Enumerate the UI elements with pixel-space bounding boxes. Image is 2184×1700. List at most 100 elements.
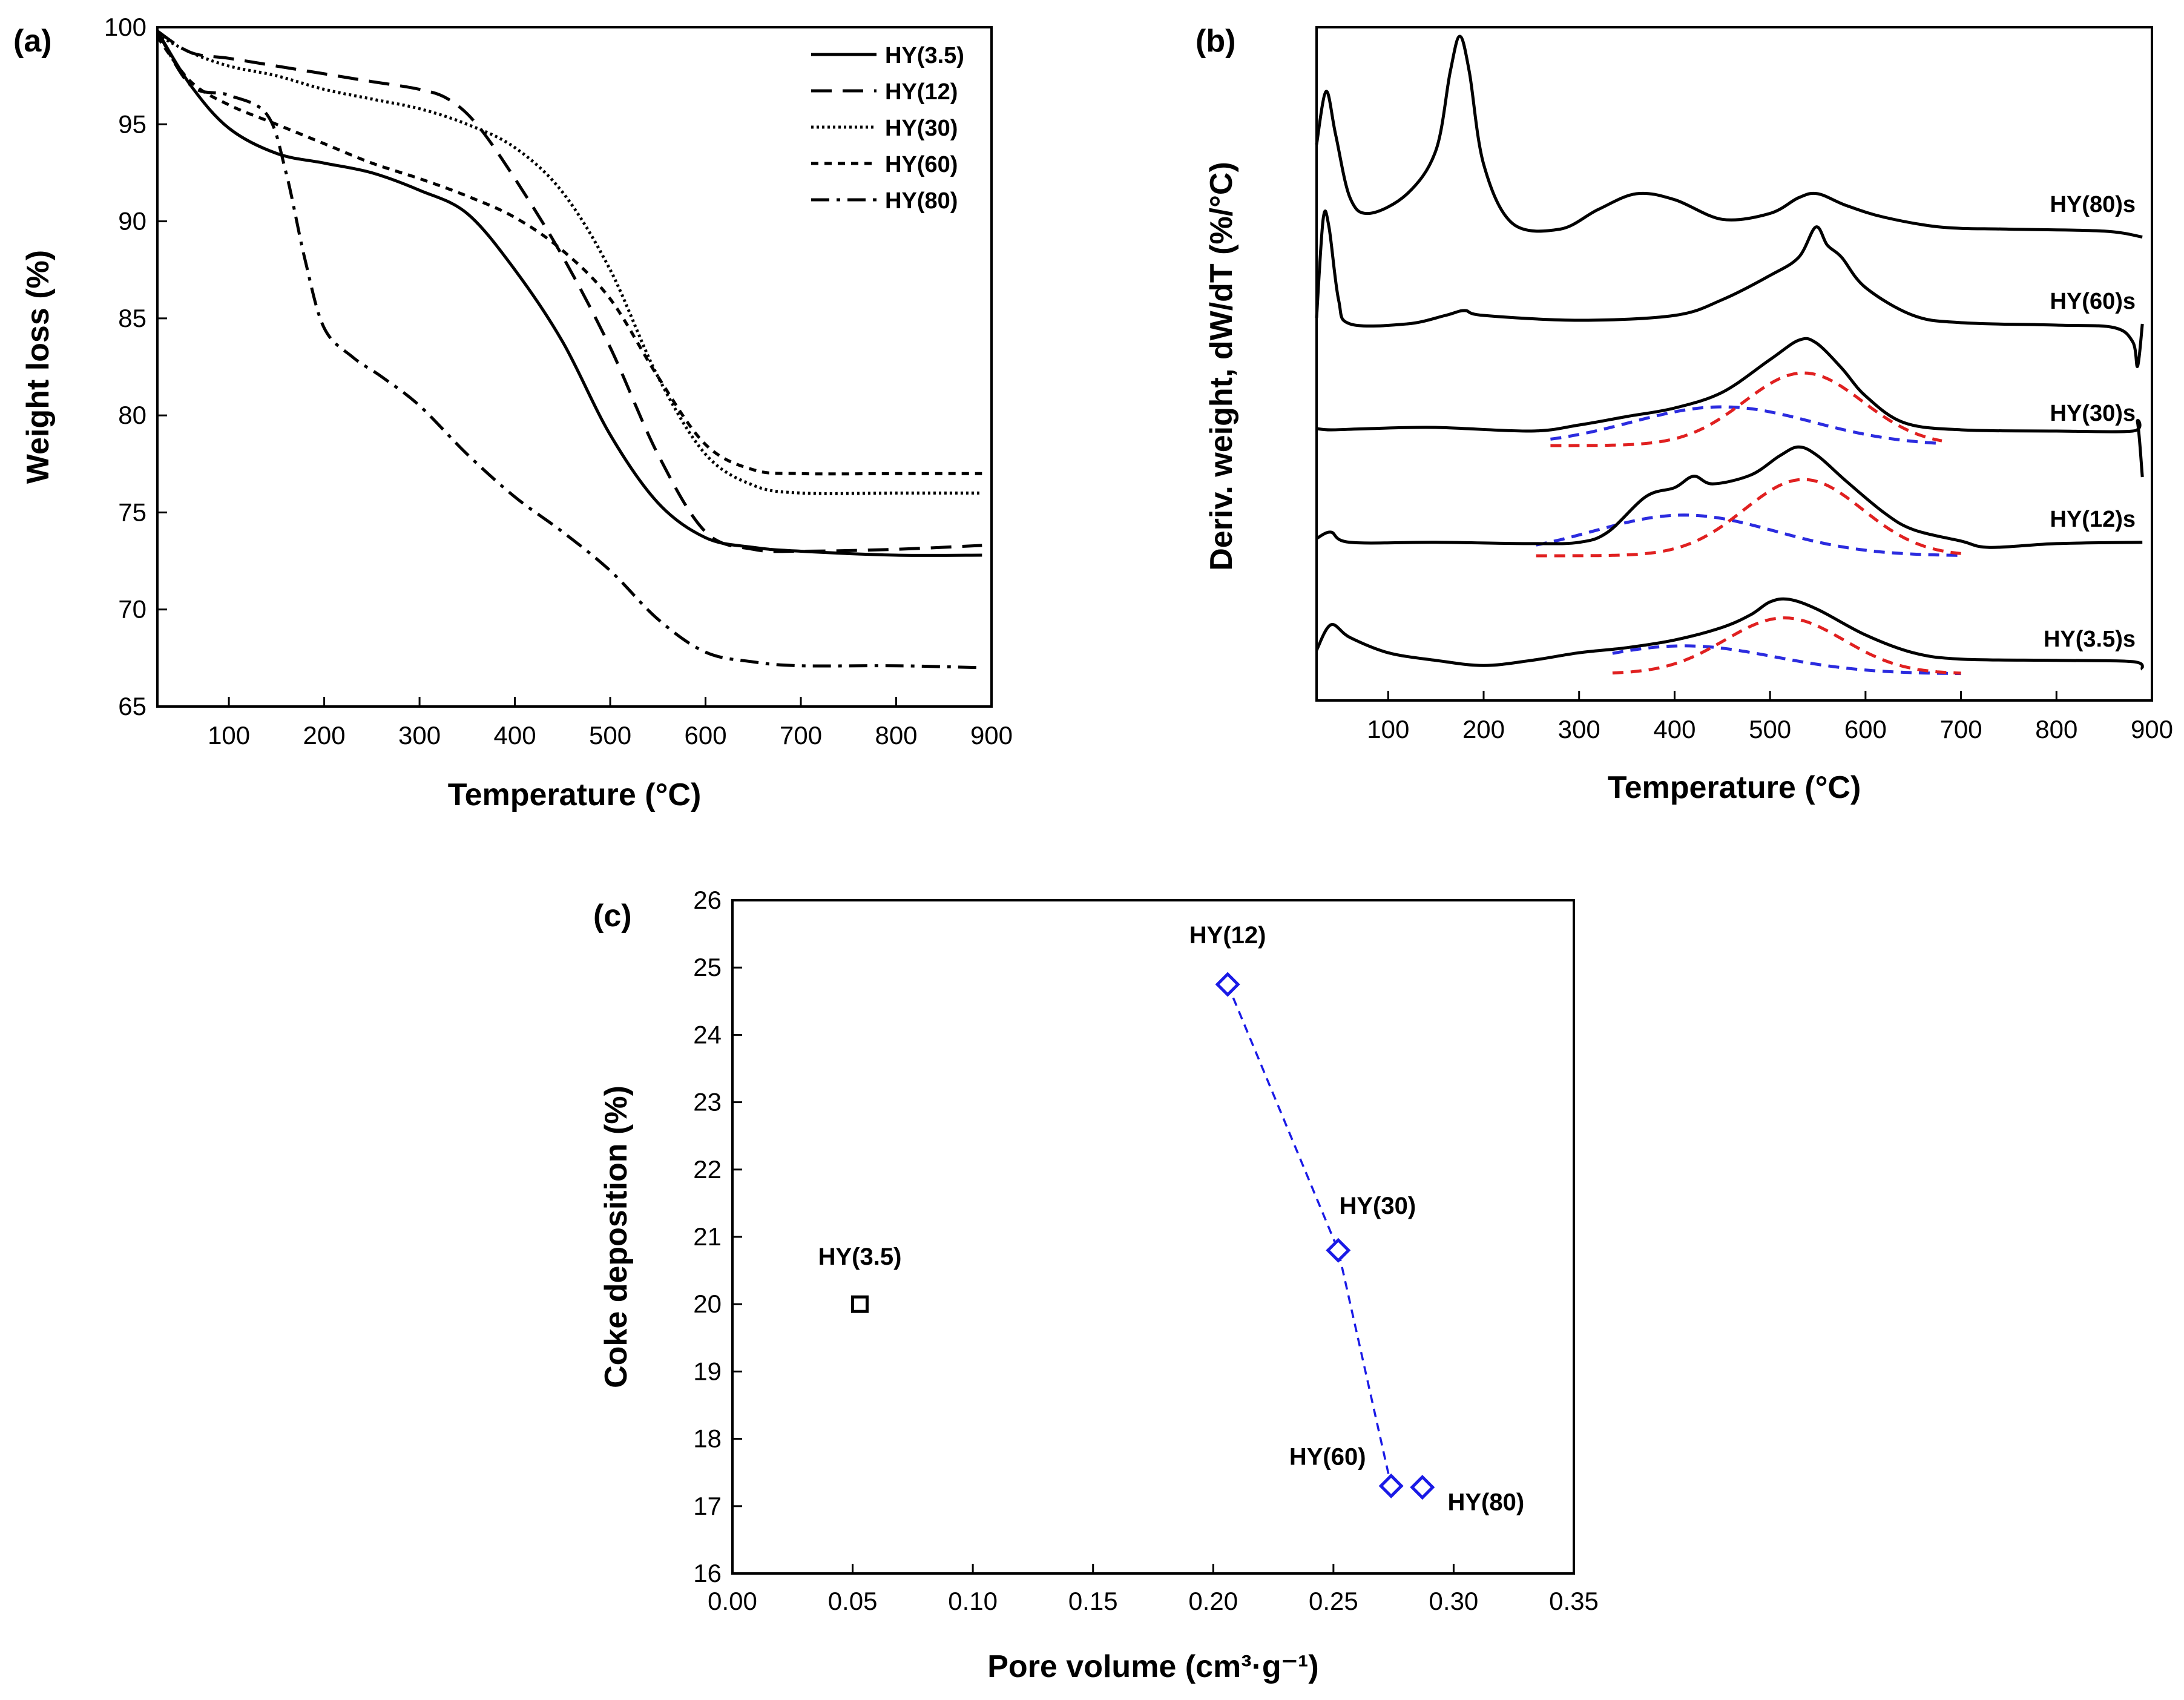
panel-a-x-tick-label: 800 — [875, 721, 917, 750]
panel-c-y-tick-label: 24 — [693, 1020, 722, 1049]
panel-b-x-tick-label: 300 — [1558, 715, 1600, 743]
panel-c-x-tick-label: 0.35 — [1549, 1587, 1599, 1615]
panel-a-x-tick-label: 500 — [589, 721, 631, 750]
panel-a-x-tick-label: 600 — [685, 721, 727, 750]
panel-a-y-tick-label: 70 — [118, 595, 146, 624]
panel-a-x-tick-label: 900 — [970, 721, 1013, 750]
panel-b-deconvolution-curve — [1536, 478, 1961, 558]
panel-b-x-tick-label: 100 — [1367, 715, 1409, 743]
panel-b-deconvolution-curves — [1536, 371, 1961, 676]
panel-b-trace — [1315, 597, 2144, 671]
panel-b-deconvolution-curve — [1612, 644, 1961, 676]
panel-b-x-axis: 100 200 300 400 500 600 700 800 900 — [1367, 691, 2173, 743]
panel-b-label: (b) — [1196, 24, 1235, 59]
panel-b-trace-label: HY(60)s — [2050, 289, 2136, 314]
panel-a-x-tick-label: 300 — [398, 721, 441, 750]
panel-a-x-tick-label: 700 — [780, 721, 822, 750]
panel-a-legend-label: HY(3.5) — [885, 43, 964, 68]
panel-a-plot-frame — [156, 26, 993, 708]
panel-a-legend-label: HY(12) — [885, 79, 958, 105]
panel-a-series — [156, 30, 982, 670]
panel-c-point-square — [850, 1295, 869, 1313]
panel-b-x-tick-label: 900 — [2131, 715, 2173, 743]
panel-a-y-tick-label: 85 — [118, 304, 146, 332]
panel-b-x-tick-label: 800 — [2035, 715, 2077, 743]
panel-c-y-tick-label: 20 — [693, 1290, 722, 1318]
panel-b-plot-frame — [1315, 26, 2153, 702]
panel-c-y-tick-label: 16 — [693, 1559, 722, 1587]
panel-c-y-tick-label: 25 — [693, 953, 722, 981]
panel-b-x-tick-label: 200 — [1462, 715, 1505, 743]
panel-c-y-axis: 16 17 18 19 20 21 22 23 24 25 26 — [693, 886, 742, 1587]
panel-b-deconvolution-curve — [1550, 405, 1942, 446]
panel-b-x-label: Temperature (°C) — [1608, 770, 1861, 805]
panel-c-trendline — [1226, 984, 1392, 1486]
panel-a-x-axis: 100 200 300 400 500 600 700 800 900 — [208, 697, 1013, 750]
panel-c-plot-frame — [731, 899, 1575, 1575]
panel-a-y-tick-label: 65 — [118, 692, 146, 720]
panel-b-trace — [1316, 337, 2144, 478]
panel-c-x-tick-label: 0.20 — [1188, 1587, 1238, 1615]
panel-a-x-tick-label: 200 — [303, 721, 346, 750]
panel-b-trace — [1315, 35, 2143, 239]
panel-b-trace-label: HY(12)s — [2050, 507, 2136, 532]
panel-a-x-label: Temperature (°C) — [448, 777, 702, 812]
panel-a-series-line — [156, 30, 982, 670]
panel-b-x-tick-label: 500 — [1749, 715, 1791, 743]
panel-c-y-label: Coke deposition (%) — [599, 1086, 634, 1388]
panel-c-point-diamond — [1326, 1237, 1351, 1263]
panel-a-series-line — [156, 36, 982, 476]
panel-b-deconvolution-curve — [1612, 616, 1961, 675]
panel-c-x-tick-label: 0.05 — [828, 1587, 878, 1615]
panel-c-x-tick-label: 0.15 — [1068, 1587, 1118, 1615]
panel-a-y-tick-label: 90 — [118, 207, 146, 236]
panel-c-point-diamond — [1410, 1475, 1435, 1500]
panel-a-label: (a) — [13, 24, 52, 59]
panel-a-series-line — [156, 30, 982, 557]
panel-b-trace-label: HY(30)s — [2050, 401, 2136, 426]
panel-c-label: (c) — [593, 898, 632, 934]
panel-c-point-label: HY(60) — [1289, 1443, 1366, 1470]
panel-c-x-axis: 0.00 0.05 0.10 0.15 0.20 0.25 0.30 0.35 — [708, 1564, 1599, 1615]
panel-a-y-tick-label: 95 — [118, 110, 146, 138]
panel-a-y-tick-label: 100 — [104, 13, 146, 41]
panel-c-point-diamond — [1215, 972, 1240, 997]
panel-a-legend-label: HY(30) — [885, 116, 958, 141]
panel-c-y-tick-label: 19 — [693, 1357, 722, 1385]
panel-a-legend-label: HY(80) — [885, 188, 958, 214]
panel-c-y-tick-label: 17 — [693, 1492, 722, 1520]
panel-c-x-tick-label: 0.10 — [948, 1587, 998, 1615]
panel-b-x-tick-label: 700 — [1940, 715, 1982, 743]
panel-c-trendline-path — [1226, 984, 1392, 1486]
panel-c-y-tick-label: 26 — [693, 886, 722, 914]
panel-b-trace-label: HY(80)s — [2050, 192, 2136, 217]
panel-c-point-label: HY(80) — [1447, 1489, 1524, 1516]
panel-c-y-tick-label: 22 — [693, 1155, 722, 1184]
panel-a-legend: HY(3.5) HY(12) HY(30) HY(60) HY(80) — [811, 43, 964, 214]
panel-b-trace — [1315, 445, 2143, 549]
panel-c-point-label: HY(30) — [1339, 1193, 1416, 1219]
panel-a: (a) 100 200 300 400 500 600 700 800 900 65 70 75 80… — [13, 13, 1013, 812]
panel-a-x-tick-label: 400 — [494, 721, 536, 750]
panel-b-x-tick-label: 400 — [1653, 715, 1696, 743]
panel-b-y-label: Deriv. weight, dW/dT (%/°C) — [1204, 162, 1239, 571]
panel-b-x-tick-label: 600 — [1844, 715, 1887, 743]
panel-c-point-diamond — [1378, 1473, 1404, 1498]
panel-c-x-tick-label: 0.25 — [1309, 1587, 1358, 1615]
panel-c-x-tick-label: 0.00 — [708, 1587, 757, 1615]
panel-c-x-tick-label: 0.30 — [1429, 1587, 1479, 1615]
panel-b-deconvolution-curve — [1550, 371, 1942, 447]
panel-a-y-axis: 65 70 75 80 85 90 95 100 — [104, 13, 167, 720]
panel-b-series: HY(80)s HY(60)s HY(30)s HY(12)s HY(3.5)s — [1315, 35, 2144, 671]
panel-c-points: HY(3.5) HY(12) HY(30) HY(60) HY(80) — [818, 922, 1525, 1516]
panel-b-trace — [1315, 209, 2144, 368]
panel-c-y-tick-label: 18 — [693, 1425, 722, 1453]
panel-b-trace-label: HY(3.5)s — [2044, 627, 2136, 652]
panel-b: (b) 100 200 300 400 500 600 700 800 900 HY(80)sH… — [1196, 24, 2173, 805]
panel-b-deconvolution-curve — [1536, 513, 1961, 557]
panel-c-x-label: Pore volume (cm³·g⁻¹) — [987, 1649, 1319, 1684]
panel-a-y-tick-label: 80 — [118, 401, 146, 429]
panel-c: (c) 0.00 0.05 0.10 0.15 0.20 0.25 0.30 0.35 16 1… — [593, 886, 1599, 1684]
panel-a-y-label: Weight loss (%) — [21, 250, 56, 484]
